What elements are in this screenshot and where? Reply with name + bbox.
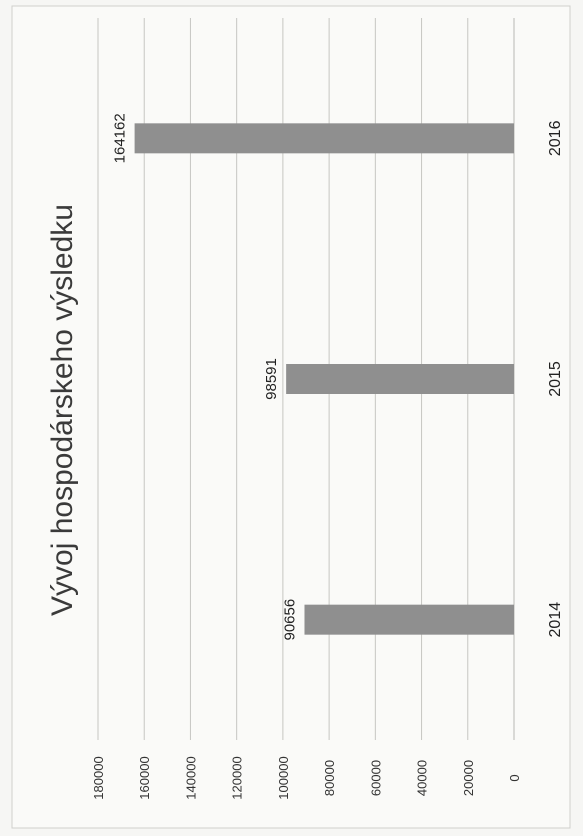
- y-tick-label: 140000: [183, 756, 198, 799]
- x-category-label: 2015: [547, 361, 564, 397]
- bars: [134, 123, 514, 635]
- bar: [134, 123, 514, 154]
- data-label: 98591: [263, 358, 280, 400]
- y-tick-label: 0: [507, 774, 522, 781]
- bar: [286, 364, 514, 394]
- data-label: 164162: [112, 113, 129, 163]
- x-category-label: 2014: [547, 602, 564, 638]
- y-tick-label: 180000: [91, 756, 106, 799]
- bar: [304, 604, 514, 635]
- y-tick-label: 40000: [415, 760, 430, 796]
- y-tick-label: 160000: [137, 756, 152, 799]
- y-tick-label: 20000: [461, 760, 476, 796]
- y-tick-label: 100000: [276, 756, 291, 799]
- y-tick-label: 80000: [322, 760, 337, 796]
- data-label: 90656: [281, 599, 298, 641]
- y-tick-label: 120000: [230, 756, 245, 799]
- chart-title: Vývoj hospodárskeho výsledku: [46, 204, 79, 616]
- y-tick-label: 60000: [368, 760, 383, 796]
- x-category-label: 2016: [547, 120, 564, 156]
- labels: 0 20000 40000 60000 80000 100000 120000 140000 1…: [91, 113, 564, 799]
